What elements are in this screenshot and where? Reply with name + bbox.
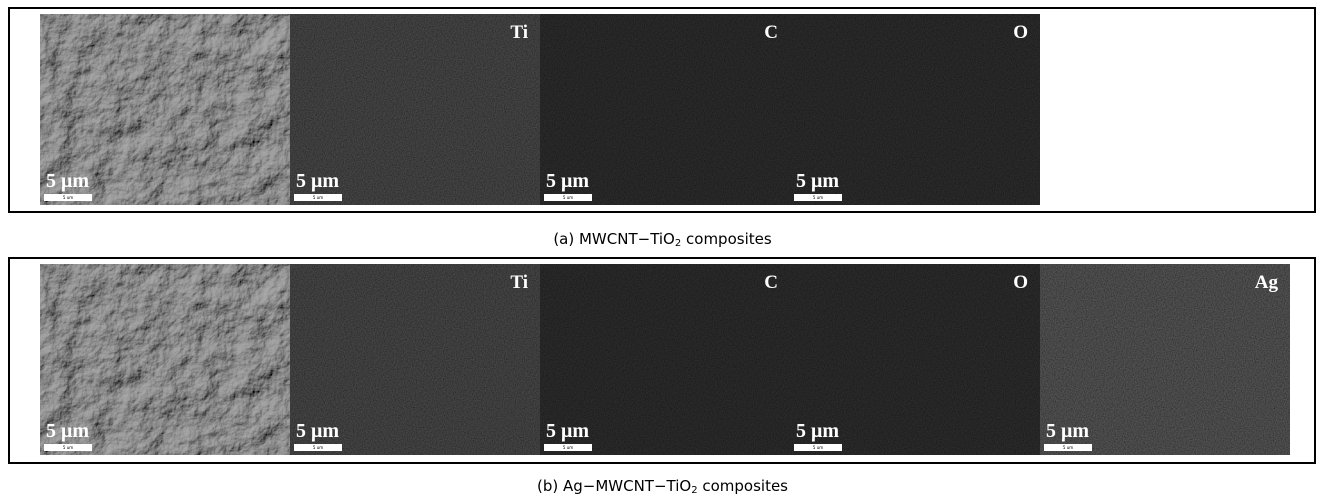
scale-bar: 5 um: [44, 194, 92, 201]
figure: 5 μm5 umTi5 μm5 umC5 μm5 umO5 μm5 um(a) …: [0, 0, 1325, 500]
scale-bar: 5 um: [294, 194, 342, 201]
element-label: C: [764, 22, 778, 44]
caption-text: composites: [681, 230, 771, 248]
scale-label: 5 μm: [546, 420, 589, 443]
scale-label: 5 μm: [46, 170, 89, 193]
scale-bar: 5 um: [794, 444, 842, 451]
scale-bar: 5 um: [544, 194, 592, 201]
scale-bar: 5 um: [1044, 444, 1092, 451]
scale-label: 5 μm: [1046, 420, 1089, 443]
caption-text: (b) Ag−MWCNT−TiO: [537, 477, 691, 495]
element-label: C: [764, 272, 778, 294]
scale-label: 5 μm: [546, 170, 589, 193]
element-label: Ti: [510, 272, 528, 294]
scale-bar: 5 um: [544, 444, 592, 451]
scale-label: 5 μm: [796, 420, 839, 443]
caption-text: (a) MWCNT−TiO: [553, 230, 675, 248]
element-label: O: [1013, 22, 1028, 44]
scale-bar: 5 um: [794, 194, 842, 201]
scale-label: 5 μm: [296, 420, 339, 443]
scale-bar: 5 um: [44, 444, 92, 451]
element-label: Ag: [1255, 272, 1278, 294]
scale-bar: 5 um: [294, 444, 342, 451]
caption-text: composites: [698, 477, 788, 495]
scale-label: 5 μm: [796, 170, 839, 193]
element-label: Ti: [510, 22, 528, 44]
caption: (b) Ag−MWCNT−TiO2 composites: [0, 477, 1325, 496]
scale-label: 5 μm: [296, 170, 339, 193]
caption: (a) MWCNT−TiO2 composites: [0, 230, 1325, 249]
element-label: O: [1013, 272, 1028, 294]
scale-label: 5 μm: [46, 420, 89, 443]
